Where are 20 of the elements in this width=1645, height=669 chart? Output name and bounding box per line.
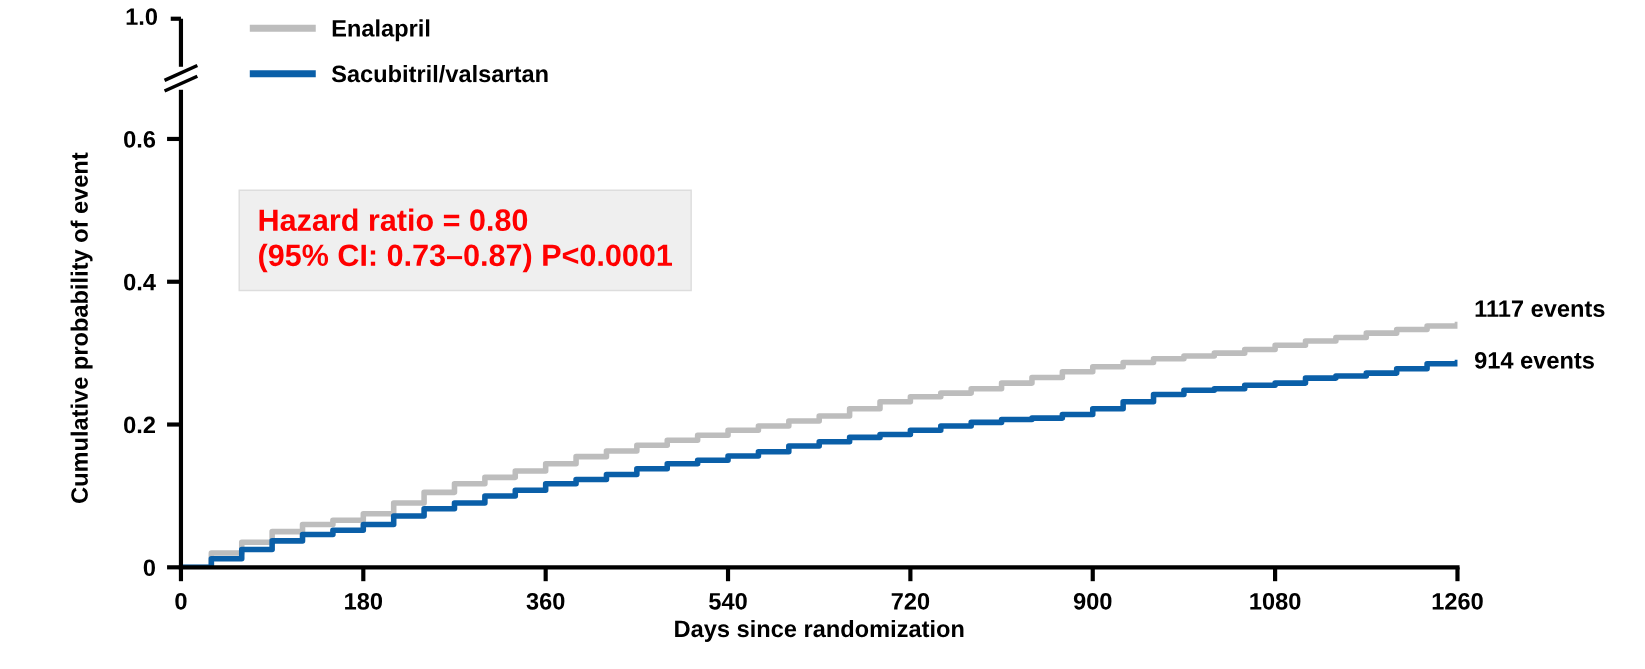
x-tick-label: 540 — [709, 592, 747, 610]
x-tick-label: 1260 — [1432, 592, 1483, 610]
y-tick-label: 0 — [143, 559, 155, 577]
x-tick-label: 360 — [526, 592, 565, 610]
legend-label: Sacubitril/valsartan — [331, 64, 548, 83]
annotation: 914 events — [1474, 352, 1594, 369]
x-tick-label: 1080 — [1250, 592, 1301, 610]
y-tick-label: 0.4 — [124, 273, 156, 291]
x-tick-label: 720 — [891, 592, 930, 610]
y-tick-label: 0.2 — [124, 416, 156, 434]
x-tick-label: 900 — [1073, 592, 1112, 610]
y-tick-label: 0.6 — [124, 131, 156, 148]
annotation: 1117 events — [1475, 300, 1605, 318]
x-axis-title: Days since randomization — [675, 619, 964, 642]
x-tick-label: 0 — [175, 592, 187, 610]
y-axis-title: Cumulative probability of event — [70, 152, 93, 503]
text: 1.0 — [126, 8, 158, 26]
x-tick-label: 180 — [345, 592, 383, 610]
annotation: Hazard ratio = 0.80 (95% CI: 0.73–0.87) P<0.0001 — [259, 208, 673, 273]
legend-label: Enalapril — [332, 19, 430, 42]
